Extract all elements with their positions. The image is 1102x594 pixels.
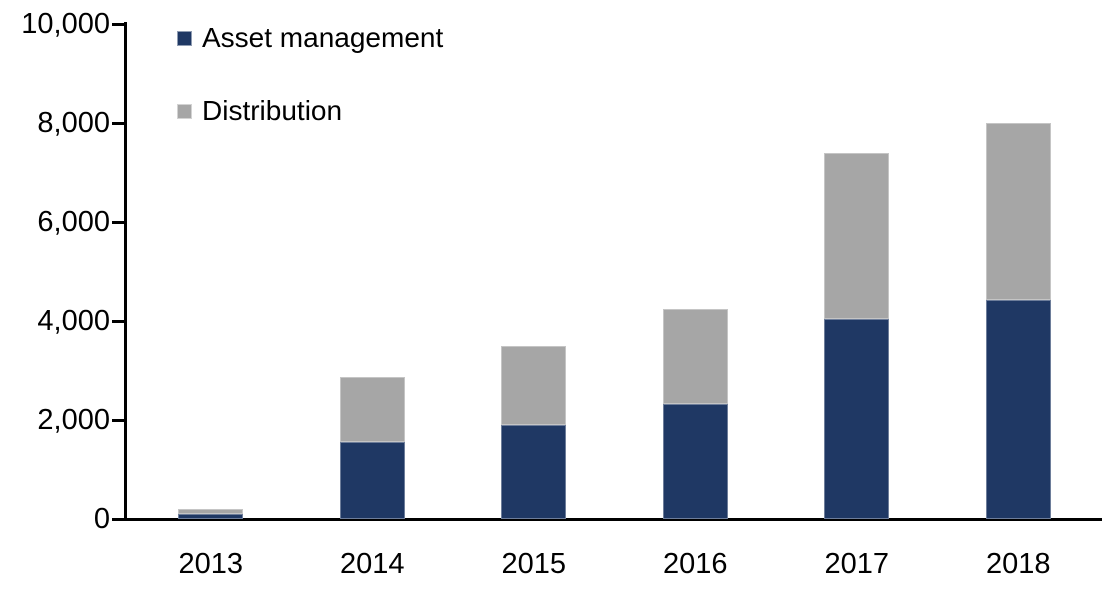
legend-swatch-asset-management-icon [177,30,192,46]
bar-segment-distribution-2017 [824,152,890,319]
bar-segment-distribution-2015 [501,345,567,425]
x-label-2017: 2017 [824,548,889,580]
legend-item-distribution: Distribution [177,95,443,127]
y-tick-4000 [112,319,124,323]
bar-segment-asset-management-2015 [501,424,567,519]
bar-2014 [339,376,405,519]
x-label-2015: 2015 [501,548,566,580]
bar-2017 [824,152,890,519]
y-label-8000: 8,000 [37,107,110,139]
legend-label-distribution: Distribution [202,95,343,126]
bar-2016 [662,308,728,519]
y-label-4000: 4,000 [37,305,110,337]
y-axis-line [124,22,127,521]
bar-segment-asset-management-2013 [178,514,244,519]
legend-label-asset-management: Asset management [202,22,444,53]
y-label-6000: 6,000 [37,206,110,238]
x-axis-line [112,518,1102,521]
bar-segment-asset-management-2018 [985,299,1051,519]
legend: Asset management Distribution [177,22,443,168]
bar-segment-distribution-2014 [339,376,405,443]
y-label-0: 0 [93,503,110,535]
legend-item-asset-management: Asset management [177,22,443,54]
x-label-2013: 2013 [178,548,243,580]
bar-2018 [985,123,1051,519]
bar-segment-distribution-2013 [178,509,244,515]
y-tick-8000 [112,121,124,125]
y-tick-10000 [112,22,124,26]
bar-2013 [178,509,244,519]
bar-segment-asset-management-2017 [824,318,890,519]
x-label-2018: 2018 [985,548,1051,580]
y-label-10000: 10,000 [21,8,110,40]
bar-segment-distribution-2018 [985,123,1051,300]
x-label-2014: 2014 [339,548,405,580]
y-tick-2000 [112,418,124,422]
bar-segment-distribution-2016 [662,308,728,405]
y-label-2000: 2,000 [37,404,110,436]
x-label-2016: 2016 [662,548,728,580]
bar-segment-asset-management-2014 [339,442,405,519]
legend-swatch-distribution-icon [177,103,192,119]
bar-segment-asset-management-2016 [662,404,728,519]
bar-2015 [501,345,567,519]
y-tick-6000 [112,220,124,224]
